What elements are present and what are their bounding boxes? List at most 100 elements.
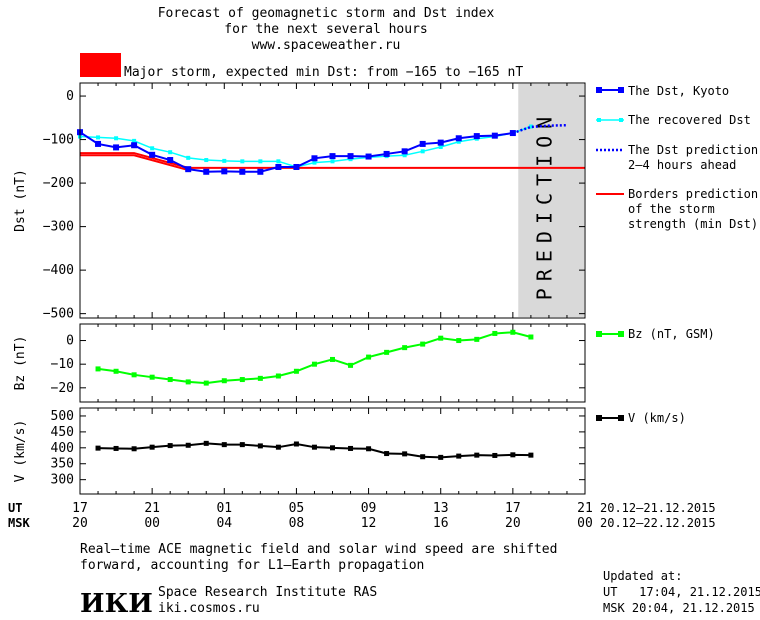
ut-tick-label: 17	[72, 501, 88, 516]
bz-point	[239, 377, 245, 383]
ut-tick-label: 17	[505, 501, 521, 516]
kyoto-dst-point	[383, 150, 390, 157]
v-point	[203, 440, 209, 446]
institute-site[interactable]: iki.cosmos.ru	[158, 601, 260, 616]
bz-point	[167, 377, 173, 383]
recovered-dst-point	[348, 157, 353, 162]
v-point	[131, 446, 137, 452]
institute-name: Space Research Institute RAS	[158, 585, 377, 600]
recovered-dst-point	[186, 155, 191, 160]
legend-v: V (km/s)	[596, 411, 686, 425]
v-point	[330, 445, 335, 451]
bz-point	[402, 345, 408, 351]
v-point	[474, 452, 480, 458]
dst-ytick-label: −200	[43, 176, 74, 191]
bz-point	[113, 368, 119, 374]
msk-tick-label: 08	[289, 516, 305, 531]
legend-borders: Borders prediction of the storm strength…	[596, 187, 758, 231]
bz-point	[510, 329, 516, 335]
v-ytick-label: 450	[51, 425, 74, 440]
dst-plot-frame	[79, 82, 586, 319]
kyoto-dst-point	[131, 142, 138, 149]
borders-line-lower	[80, 154, 189, 172]
bz-point	[348, 362, 354, 368]
v-point	[149, 444, 155, 450]
kyoto-dst-point	[257, 168, 264, 175]
bz-point	[185, 379, 191, 385]
prediction-band	[518, 84, 584, 317]
updated-label: Updated at:	[603, 569, 682, 583]
chart-title-line1: Forecast of geomagnetic storm and Dst in…	[158, 6, 495, 21]
bz-point	[474, 336, 480, 342]
kyoto-dst-point	[401, 148, 408, 155]
dst-panel: PREDICTION 0 −100 −200 −300 −400 −500 Dst (nT…	[13, 82, 586, 322]
bz-axis-label: Bz (nT)	[13, 336, 28, 391]
v-ytick-label: 350	[51, 457, 74, 472]
v-point	[438, 454, 444, 460]
bz-point	[257, 375, 263, 381]
v-point	[95, 445, 101, 451]
legend-label-borders-2: of the storm	[628, 202, 715, 216]
bz-point	[438, 335, 444, 341]
dst-prediction-line	[512, 123, 567, 135]
msk-date-range: 20.12–22.12.2015	[600, 516, 716, 530]
kyoto-dst-point	[347, 153, 354, 160]
ut-axis-label: UT	[8, 501, 22, 515]
kyoto-dst-point	[149, 151, 156, 158]
bz-point	[293, 368, 299, 374]
legend-label-dst-prediction-2: 2–4 hours ahead	[628, 158, 736, 172]
recovered-dst-point	[456, 139, 461, 144]
v-point	[528, 452, 534, 458]
legend-dst-prediction: The Dst prediction 2–4 hours ahead	[596, 143, 758, 172]
kyoto-dst-point	[167, 157, 174, 164]
bz-plot-frame	[79, 323, 586, 403]
iki-logo: ИКИ	[80, 589, 153, 619]
v-point	[366, 446, 372, 452]
legend-label-dst-prediction-1: The Dst prediction	[628, 143, 758, 157]
recovered-dst-point	[420, 149, 425, 154]
v-point	[239, 442, 245, 448]
recovered-dst-point	[402, 153, 407, 158]
updated-msk: MSK 20:04, 21.12.2015	[603, 601, 755, 615]
v-ytick-label: 300	[51, 473, 74, 488]
msk-axis-label: MSK	[8, 516, 30, 530]
legend-label-dst-recovered: The recovered Dst	[628, 113, 751, 127]
recovered-dst-point	[438, 144, 443, 149]
recovered-dst-point	[168, 150, 173, 155]
kyoto-dst-point	[329, 153, 336, 160]
v-point	[185, 442, 191, 448]
recovered-dst-point	[312, 160, 317, 165]
kyoto-dst-point	[221, 168, 228, 175]
bz-point	[221, 378, 227, 384]
recovered-dst-point	[240, 159, 245, 164]
recovered-dst-point	[222, 158, 227, 163]
msk-tick-label: 12	[361, 516, 377, 531]
v-axis-label: V (km/s)	[13, 420, 28, 483]
v-point	[348, 445, 354, 451]
msk-tick-label: 00	[144, 516, 160, 531]
bz-ytick-label: −20	[51, 381, 74, 396]
legend-dst-recovered: The recovered Dst	[596, 113, 751, 127]
kyoto-dst-point	[203, 168, 210, 175]
bz-point	[95, 366, 101, 372]
bz-point	[420, 341, 426, 347]
ut-tick-label: 13	[433, 501, 449, 516]
bz-point	[203, 380, 209, 386]
msk-tick-label: 04	[216, 516, 232, 531]
kyoto-dst-point	[455, 135, 462, 142]
kyoto-dst-point	[473, 133, 480, 140]
bz-point	[149, 374, 155, 380]
dst-ytick-label: −500	[43, 307, 74, 322]
kyoto-dst-point	[419, 140, 426, 147]
legend: The Dst, Kyoto The recovered Dst The Dst…	[596, 84, 758, 425]
msk-tick-label: 00	[577, 516, 593, 531]
bz-point	[528, 334, 534, 340]
bz-ytick-label: 0	[66, 334, 74, 349]
bz-point	[492, 330, 498, 336]
msk-tick-label: 16	[433, 516, 449, 531]
v-point	[257, 443, 263, 449]
v-plot-frame	[79, 407, 586, 495]
legend-bz: Bz (nT, GSM)	[596, 327, 715, 341]
borders-line-upper	[80, 152, 585, 169]
